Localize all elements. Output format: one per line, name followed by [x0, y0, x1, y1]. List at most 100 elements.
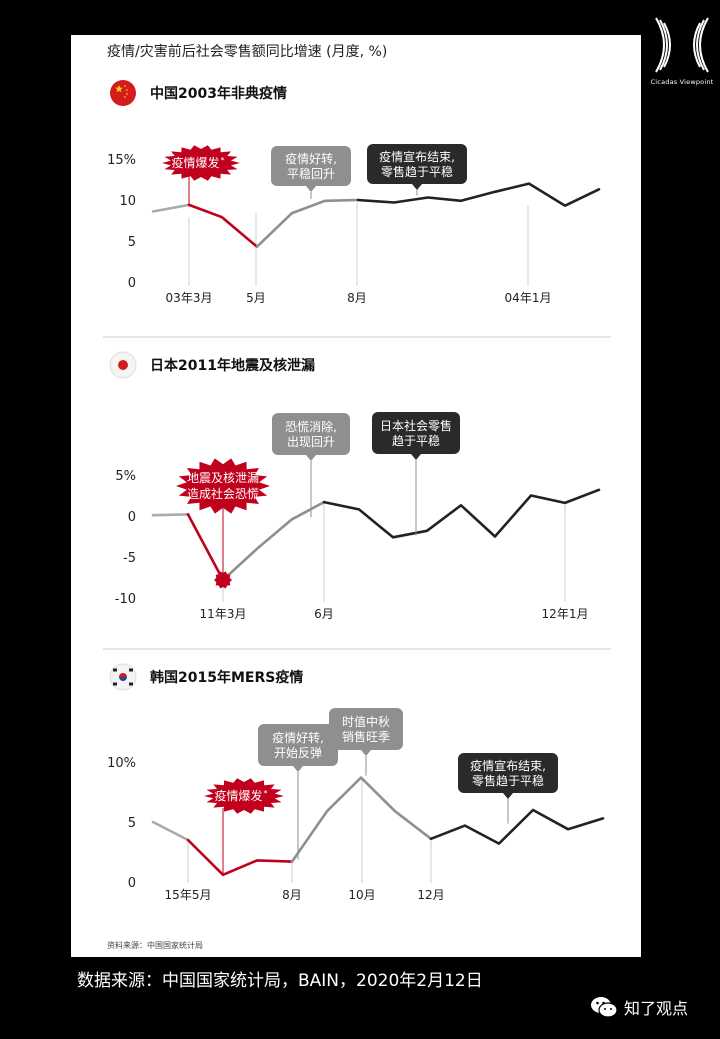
annotation-text: 疫情宣布结束,: [470, 758, 546, 773]
annotation-text: 日本社会零售: [380, 418, 452, 433]
annotation-text: 开始反弹: [274, 746, 322, 760]
chart-title: 韩国2015年MERS疫情: [150, 669, 303, 686]
series-line: [151, 203, 191, 213]
annotation-text: 出现回升: [287, 435, 335, 449]
burst-icon: [204, 778, 284, 814]
annotation: 疫情宣布结束,零售趋于平稳: [367, 144, 467, 196]
callout-box: [329, 708, 403, 750]
annotation-text: 时值中秋: [342, 714, 390, 729]
callout-tail: [361, 750, 371, 756]
callout-box: [458, 753, 558, 793]
annotation: 疫情爆发*: [162, 145, 240, 205]
x-tick-label: 10月: [348, 888, 375, 902]
data-point: [494, 191, 496, 193]
data-point: [532, 809, 534, 811]
annotation-text: 疫情好转,: [272, 730, 324, 745]
wechat-label: 知了观点: [624, 999, 689, 1018]
wechat-icon: [591, 997, 618, 1018]
x-tick-label: 8月: [347, 291, 367, 305]
data-point: [498, 842, 500, 844]
y-tick-label: 10: [119, 194, 136, 209]
data-point: [326, 810, 328, 812]
series-line: [221, 500, 326, 582]
x-tick-label: 5月: [246, 291, 266, 305]
data-point: [256, 246, 258, 248]
annotation: 疫情爆发*: [204, 778, 284, 875]
series-line: [255, 198, 360, 248]
data-point: [221, 216, 223, 218]
x-tick-label: 6月: [314, 607, 334, 621]
data-point: [430, 838, 432, 840]
annotation-text: 销售旺季: [342, 729, 390, 744]
footer-source: 数据来源：中国国家统计局，BAIN，2020年2月12日: [77, 971, 483, 991]
annotation: 疫情好转,开始反弹: [258, 724, 338, 860]
chart-1: 中国2003年非典疫情 15% 10 5 0 03年3月 5月 8月 04年1月 疫情爆发* 疫情好…: [103, 80, 611, 338]
logo-text: Cicadas Viewpoint: [650, 78, 714, 86]
series-line: [151, 513, 190, 517]
callout-tail: [412, 184, 422, 190]
data-point: [427, 196, 429, 198]
data-point: [598, 188, 600, 190]
chart-2: 日本2011年地震及核泄漏 5% 0 -5 -10 11年3月 6月 12年1月 地震及核泄漏造…: [103, 351, 611, 650]
annotation-text: 平稳回升: [287, 166, 335, 181]
burst-icon: [176, 458, 270, 514]
data-point: [323, 501, 325, 503]
data-point: [357, 199, 359, 201]
y-tick-label: -5: [123, 551, 136, 566]
data-point: [460, 200, 462, 202]
y-tick-label: 15%: [107, 153, 136, 168]
annotation-text: 趋于平稳: [392, 433, 440, 448]
data-point: [602, 817, 604, 819]
annotation-text: 恐慌消除,: [285, 419, 337, 434]
y-tick-label: 5%: [115, 469, 136, 484]
data-point: [291, 212, 293, 214]
callout-box: [272, 413, 350, 455]
data-point: [392, 536, 394, 538]
data-point: [564, 205, 566, 207]
callout-tail: [306, 455, 316, 461]
source-note: 资料来源：中国国家统计局: [107, 941, 203, 950]
x-tick-label: 12月: [417, 888, 444, 902]
data-point: [494, 535, 496, 537]
page-title: 疫情/灾害前后社会零售额同比增速 (月度, %): [107, 44, 388, 60]
x-tick-label: 11年3月: [200, 607, 247, 621]
data-point: [530, 494, 532, 496]
data-point: [187, 839, 189, 841]
annotation-text: 地震及核泄漏: [187, 471, 259, 485]
annotation-text: 疫情爆发*: [171, 155, 224, 170]
cn-flag-icon: [110, 80, 136, 106]
data-point: [464, 824, 466, 826]
annotation-text: 造成社会恐慌: [187, 486, 259, 501]
data-point: [152, 210, 154, 212]
y-tick-label: 10%: [107, 756, 136, 771]
data-point: [426, 530, 428, 532]
annotation-text: 疫情好转,: [285, 151, 337, 166]
data-point: [460, 504, 462, 506]
series-line: [356, 182, 601, 207]
y-tick-label: 5: [128, 816, 136, 831]
annotation-text: 疫情宣布结束,: [379, 149, 455, 164]
callout-tail: [293, 766, 303, 772]
data-point: [394, 810, 396, 812]
series-line: [151, 820, 190, 842]
y-tick-label: 0: [128, 276, 136, 291]
callout-box: [367, 144, 467, 184]
y-tick-label: 0: [128, 510, 136, 525]
data-point: [256, 548, 258, 550]
callout-tail: [411, 454, 421, 460]
x-tick-label: 12年1月: [542, 607, 589, 621]
annotation: 疫情好转,平稳回升: [271, 146, 351, 199]
data-point: [360, 776, 362, 778]
callout-box: [258, 724, 338, 766]
data-point: [291, 860, 293, 862]
annotation: 疫情宣布结束,零售趋于平稳: [458, 753, 558, 824]
x-tick-label: 8月: [282, 888, 302, 902]
data-point: [358, 508, 360, 510]
callout-tail: [306, 186, 316, 192]
callout-box: [271, 146, 351, 186]
data-point: [598, 489, 600, 491]
data-point: [564, 502, 566, 504]
